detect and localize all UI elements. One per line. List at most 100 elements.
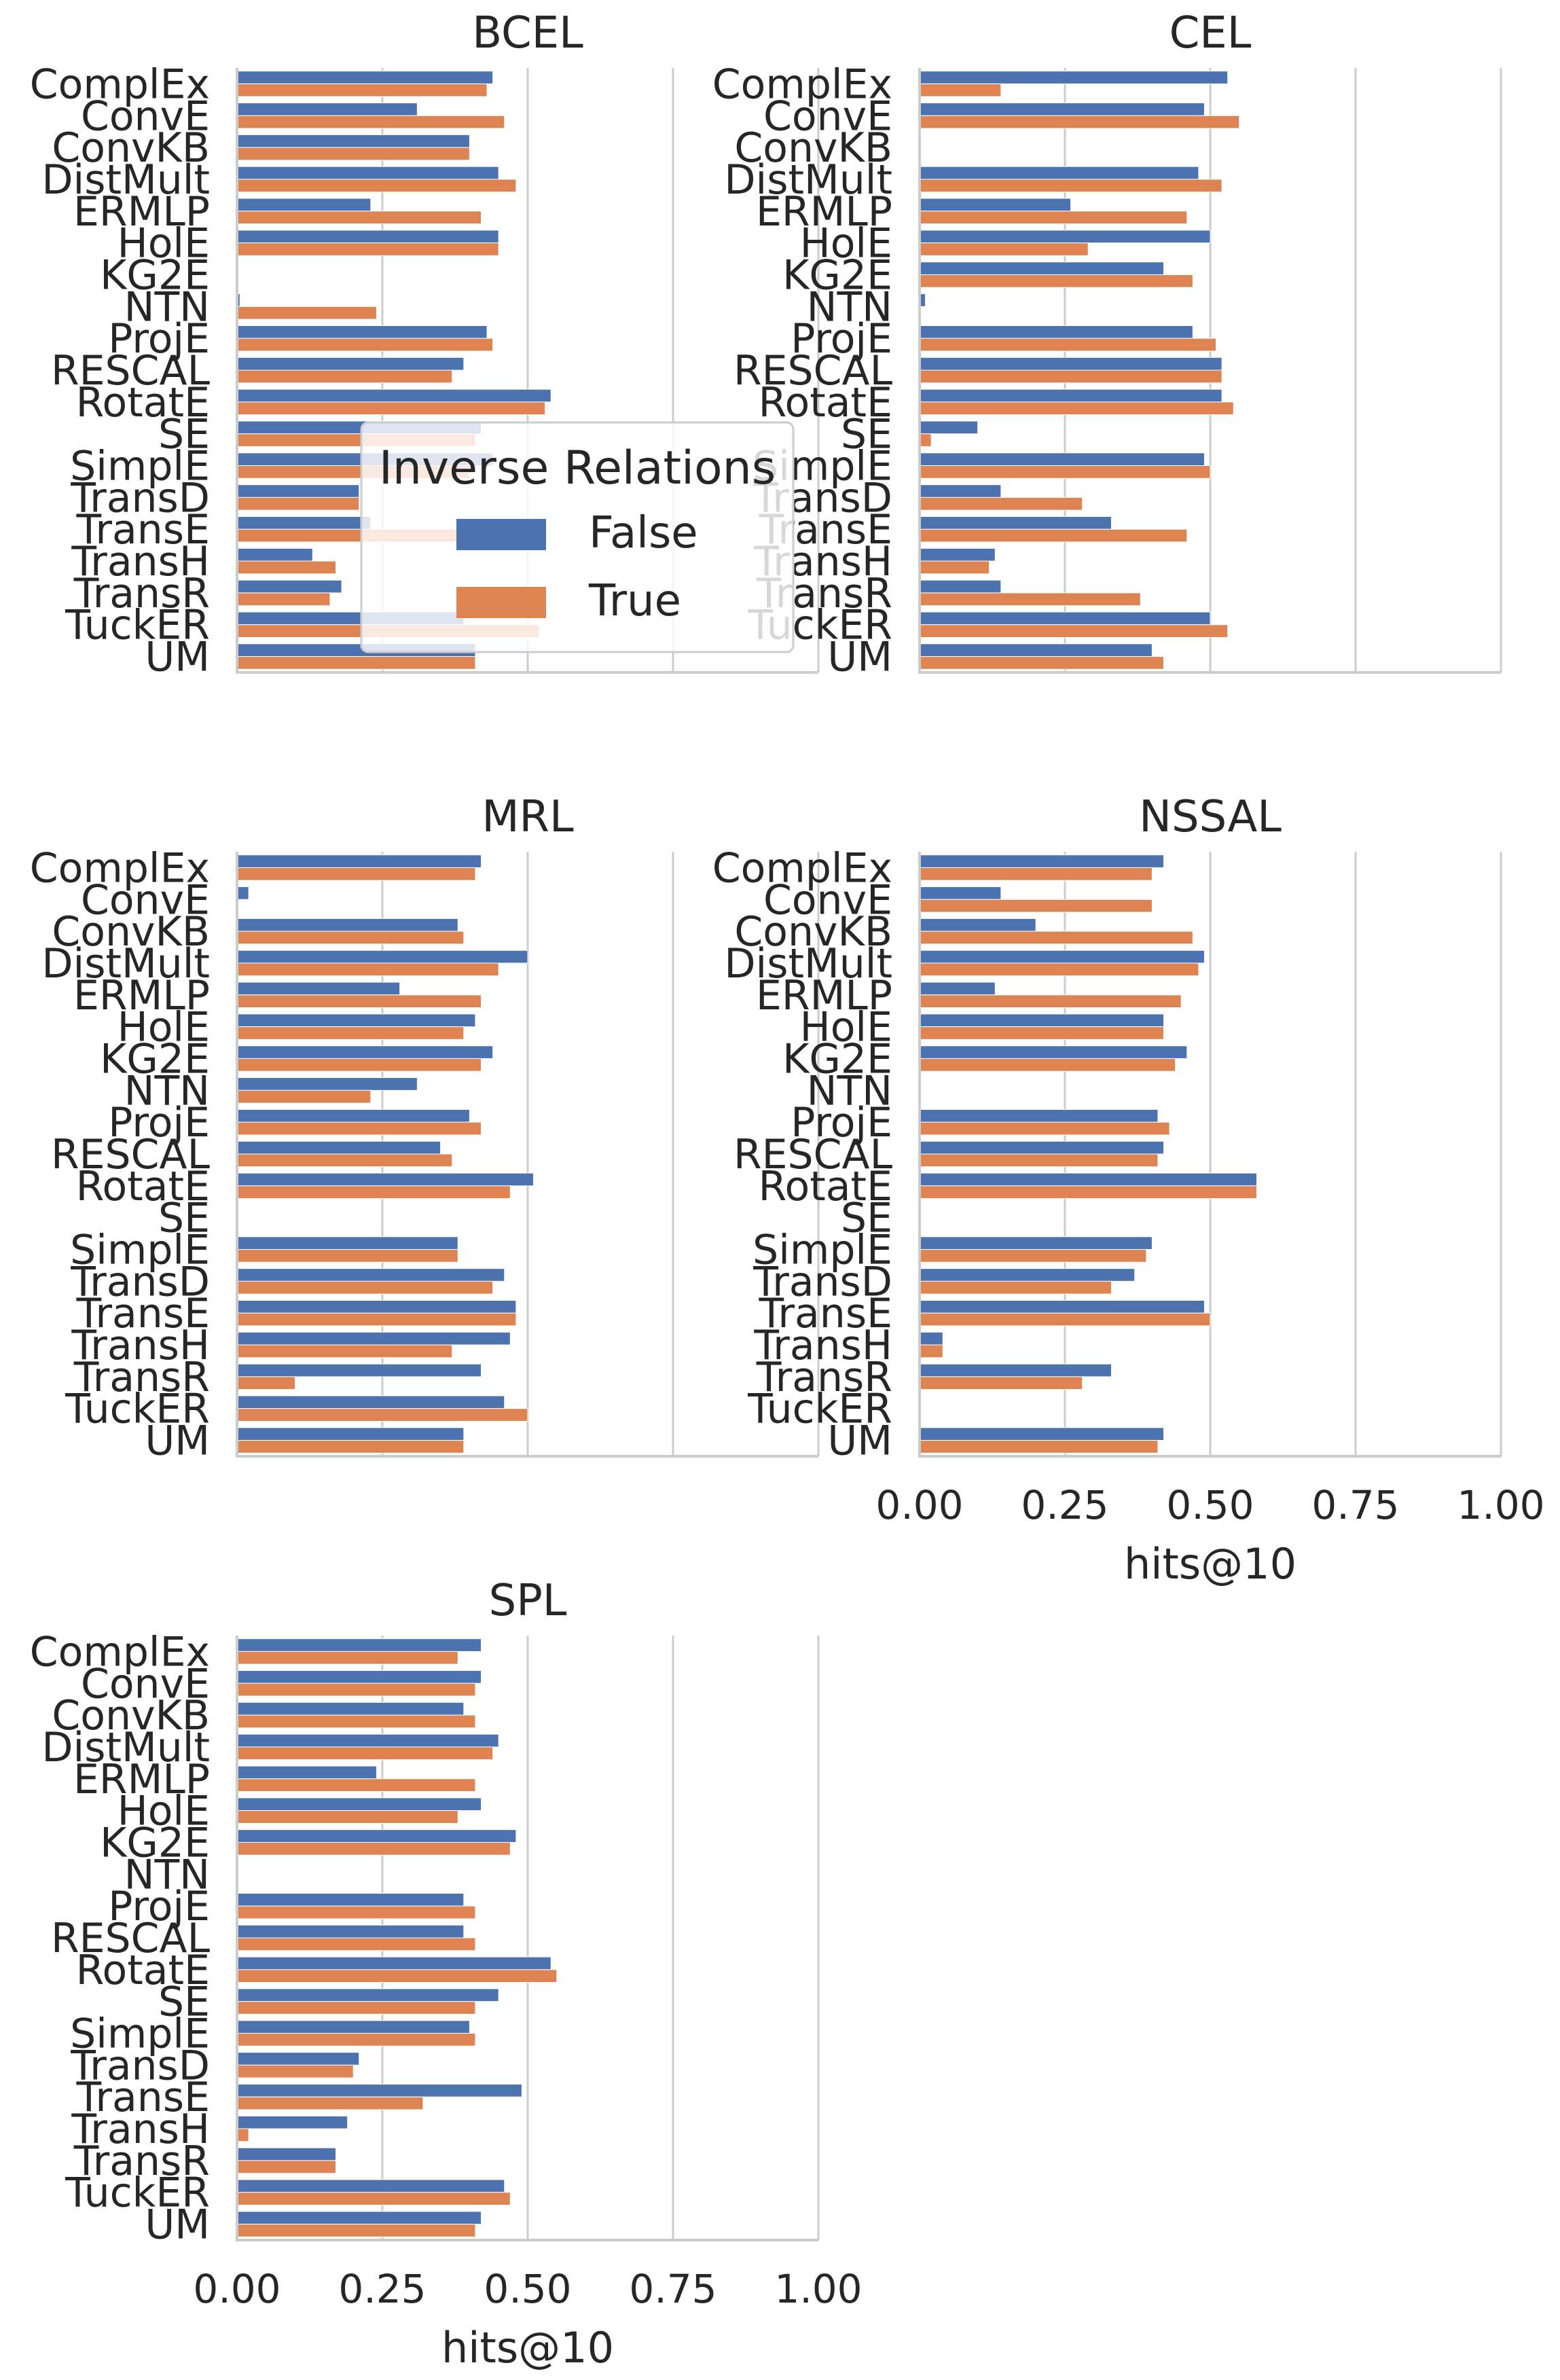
bar — [236, 981, 401, 996]
category-label: RESCAL — [51, 347, 211, 395]
bar — [919, 1108, 1159, 1123]
bar — [919, 1121, 1170, 1136]
bar — [236, 931, 465, 945]
bar — [919, 1236, 1153, 1250]
category-label: UM — [145, 2201, 210, 2249]
bar — [236, 1280, 494, 1295]
bar — [919, 1440, 1159, 1454]
bar — [236, 2083, 522, 2097]
bar — [236, 1312, 517, 1327]
bar — [236, 103, 418, 116]
category-label: TransE — [76, 2074, 210, 2121]
category-label: ERMLP — [756, 188, 892, 236]
bar — [236, 547, 313, 562]
bar — [236, 1108, 470, 1123]
panel-title: NSSAL — [1139, 792, 1282, 842]
category-label: RESCAL — [733, 1131, 893, 1178]
bar — [919, 1268, 1136, 1282]
bar — [236, 115, 505, 129]
bar — [236, 1045, 494, 1059]
bar — [236, 1778, 476, 1792]
category-label: NTN — [124, 283, 210, 331]
category-label: SE — [158, 1195, 210, 1242]
bar — [236, 2115, 348, 2129]
category-label: DistMult — [41, 156, 210, 204]
panel-title: BCEL — [472, 8, 583, 58]
category-label: ComplEx — [30, 60, 210, 108]
bar — [236, 1440, 465, 1454]
category-label: ProjE — [108, 1883, 210, 1930]
bar — [919, 465, 1211, 479]
bar — [919, 242, 1089, 256]
category-label: TransD — [752, 1258, 892, 1305]
category-label: ConvKB — [52, 124, 210, 172]
category-label: RotatE — [76, 1947, 210, 1994]
bar — [919, 1045, 1188, 1059]
bar — [919, 886, 1002, 900]
bar — [236, 1331, 511, 1346]
x-tick-label: 0.75 — [629, 2266, 716, 2312]
bar — [919, 452, 1205, 467]
bar — [919, 918, 1036, 932]
bar — [919, 71, 1229, 84]
bar — [919, 1172, 1257, 1187]
bar — [236, 325, 488, 339]
category-label: RESCAL — [733, 347, 893, 395]
category-label: HolE — [117, 220, 210, 268]
category-label: SimplE — [70, 443, 210, 490]
bar — [919, 369, 1222, 384]
bar — [236, 2052, 360, 2066]
bar — [919, 1185, 1257, 1200]
category-label: ProjE — [791, 315, 892, 363]
bar — [236, 1299, 517, 1314]
bar — [919, 516, 1112, 530]
bar — [236, 1153, 453, 1168]
bar — [236, 2160, 337, 2174]
bar — [919, 1280, 1112, 1295]
bar — [919, 497, 1083, 511]
category-label: SE — [841, 411, 892, 458]
category-label: UM — [145, 634, 210, 681]
bar — [236, 656, 476, 670]
bar — [236, 1701, 465, 1716]
bar — [236, 1905, 476, 1919]
category-label: ConvE — [81, 92, 210, 140]
bar — [236, 1956, 551, 1970]
bar — [236, 1988, 499, 2002]
category-label: NTN — [124, 1067, 210, 1115]
category-label: ERMLP — [73, 972, 210, 1020]
category-label: HolE — [800, 1004, 892, 1051]
category-label: HolE — [117, 1788, 210, 1835]
bar — [236, 369, 453, 384]
category-label: TransR — [73, 570, 210, 617]
category-label: TransD — [70, 1258, 210, 1305]
category-label: TransE — [76, 506, 210, 554]
bar — [919, 899, 1153, 913]
bar — [919, 994, 1182, 1009]
bar — [236, 211, 482, 225]
category-label: TuckER — [747, 1386, 892, 1433]
bar — [236, 962, 499, 977]
bar — [236, 1733, 499, 1748]
bar — [919, 611, 1211, 626]
category-label: TransR — [756, 1354, 892, 1401]
bar — [919, 1331, 943, 1346]
legend-title: Inverse Relations — [379, 441, 776, 495]
category-label: RESCAL — [51, 1915, 211, 1962]
bar — [236, 516, 371, 530]
category-label: TransH — [753, 1322, 892, 1369]
bar — [236, 2179, 505, 2193]
x-tick-label: 0.75 — [1311, 1482, 1399, 1528]
bar — [919, 338, 1217, 352]
bar — [919, 624, 1229, 638]
category-label: KG2E — [100, 251, 210, 299]
bar — [236, 886, 249, 900]
bar — [236, 1714, 476, 1729]
bar — [236, 83, 488, 97]
category-label: DistMult — [724, 156, 892, 204]
bar — [919, 262, 1165, 275]
x-tick-label: 0.00 — [875, 1482, 963, 1528]
bar — [919, 420, 979, 435]
bar — [236, 1797, 482, 1811]
x-tick-label: 1.00 — [774, 2266, 862, 2312]
